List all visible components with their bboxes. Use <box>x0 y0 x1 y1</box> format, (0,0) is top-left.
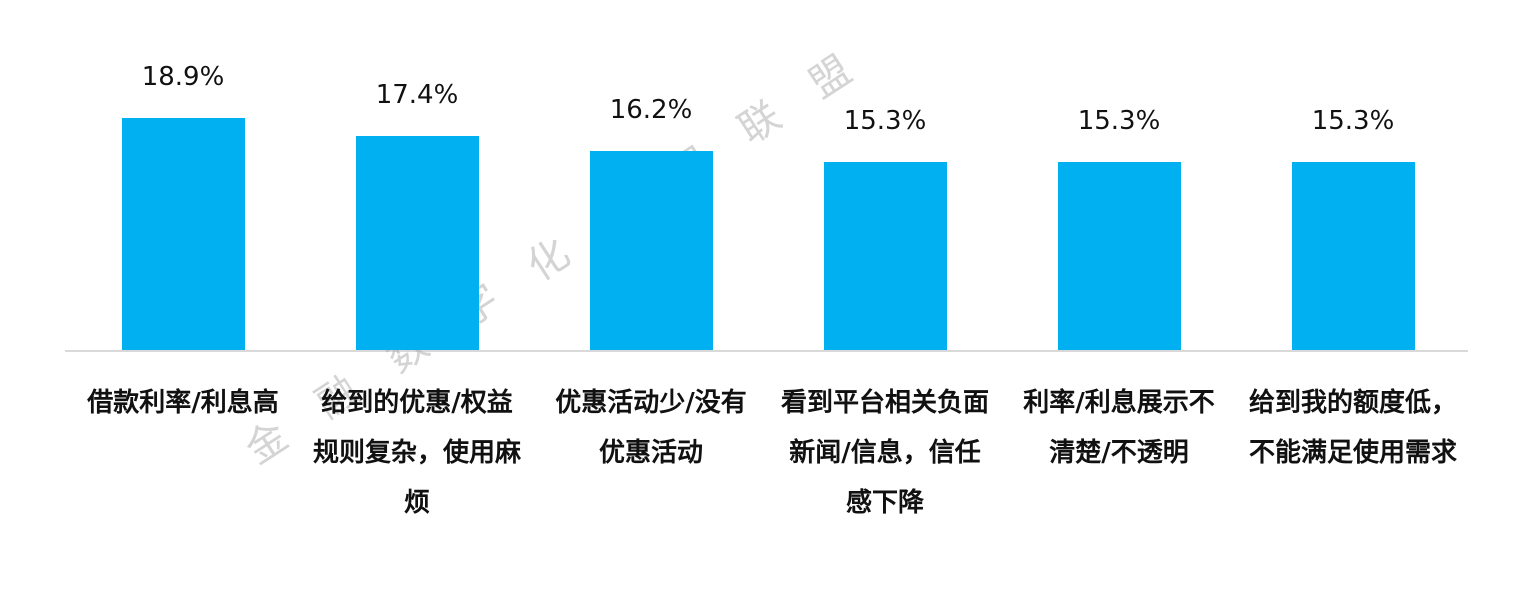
value-label: 16.2% <box>609 95 693 126</box>
axis-line <box>65 350 1468 352</box>
x-tick-label: 给到我的额度低，不能满足使用需求 <box>1248 388 1457 468</box>
bar <box>121 117 245 350</box>
value-label: 18.9% <box>141 61 225 92</box>
bar <box>589 151 713 350</box>
bar <box>823 162 947 350</box>
value-label: 17.4% <box>375 80 459 111</box>
bar <box>1291 162 1415 350</box>
x-tick-label: 优惠活动少/没有优惠活动 <box>555 388 747 468</box>
value-label: 15.3% <box>1311 106 1395 137</box>
x-tick-label: 给到的优惠/权益规则复杂，使用麻烦 <box>312 388 521 518</box>
x-tick-label: 借款利率/利息高 <box>87 388 279 418</box>
bar <box>355 136 479 350</box>
bar <box>1057 162 1181 350</box>
x-tick-label: 利率/利息展示不清楚/不透明 <box>1023 388 1215 468</box>
value-label: 15.3% <box>1077 106 1161 137</box>
x-tick-label: 看到平台相关负面新闻/信息，信任感下降 <box>780 388 989 518</box>
value-label: 15.3% <box>843 106 927 137</box>
